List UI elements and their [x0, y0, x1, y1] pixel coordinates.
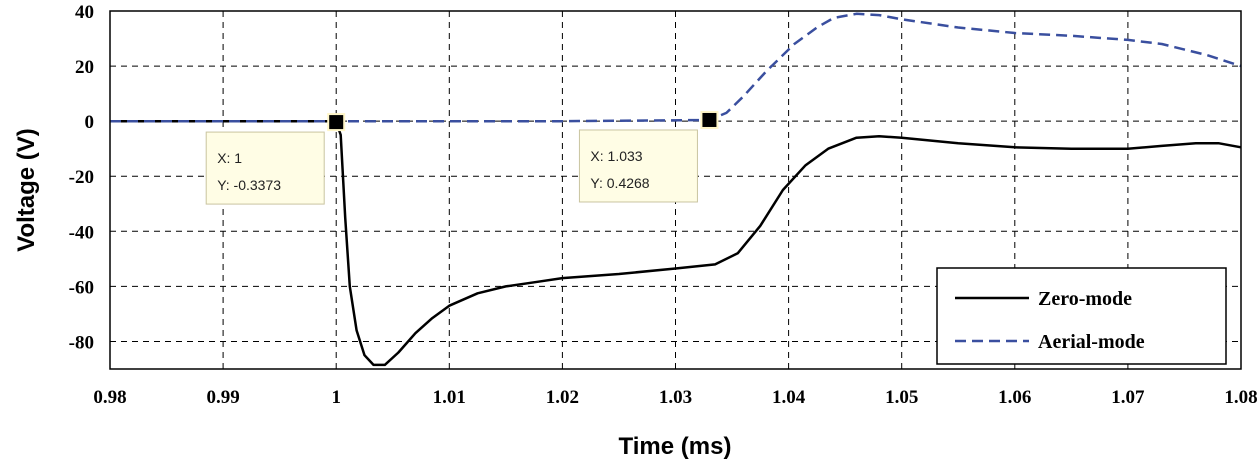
x-tick-label: 1	[331, 387, 341, 408]
data-tips: X: 1 Y: -0.3373 X: 1.033 Y: 0.4268	[205, 110, 719, 205]
aerial-mode-line	[110, 12, 1242, 123]
legend-label: Aerial-mode	[1038, 331, 1145, 353]
x-tick-label: 1.06	[998, 387, 1031, 408]
y-tick-label: -60	[69, 277, 94, 298]
x-tick-label: 1.04	[772, 387, 806, 408]
x-tick-label: 1.01	[433, 387, 466, 408]
data-tip-box	[578, 129, 698, 203]
data-tip-y: Y: -0.3373	[217, 177, 281, 193]
y-tick-labels: 40 20 0 -20 -40 -60 -80	[69, 2, 94, 353]
x-tick-label: 1.08	[1224, 387, 1257, 408]
data-tip-x: X: 1.033	[590, 148, 642, 164]
y-tick-label: 0	[85, 112, 95, 133]
plot-frame	[109, 10, 1242, 370]
y-tick-label: -40	[69, 222, 94, 243]
data-tip-marker	[329, 115, 344, 130]
zero-mode-line	[110, 119, 1242, 367]
y-axis-title: Voltage (V)	[13, 128, 40, 252]
x-tick-label: 1.05	[885, 387, 918, 408]
data-tip-box	[205, 131, 325, 205]
y-tick-label: -80	[69, 332, 94, 353]
legend: Zero-mode Aerial-mode	[936, 267, 1227, 365]
legend-label: Zero-mode	[1038, 288, 1132, 310]
x-tick-label: 0.98	[93, 387, 126, 408]
y-tick-label: 20	[75, 57, 94, 78]
data-tip-x: X: 1	[217, 150, 242, 166]
x-axis-title: Time (ms)	[619, 433, 732, 460]
y-tick-label: -20	[69, 167, 94, 188]
data-tip-marker	[702, 112, 717, 127]
x-tick-label: 1.03	[659, 387, 692, 408]
x-tick-labels: 0.98 0.99 1 1.01 1.02 1.03 1.04 1.05 1.06 1.07 1.0…	[93, 387, 1257, 408]
x-tick-label: 0.99	[206, 387, 239, 408]
x-tick-label: 1.07	[1111, 387, 1145, 408]
series-lines	[110, 12, 1242, 367]
data-tip-y: Y: 0.4268	[590, 175, 649, 191]
x-tick-label: 1.02	[546, 387, 579, 408]
y-tick-label: 40	[75, 2, 94, 23]
legend-box	[936, 267, 1227, 365]
